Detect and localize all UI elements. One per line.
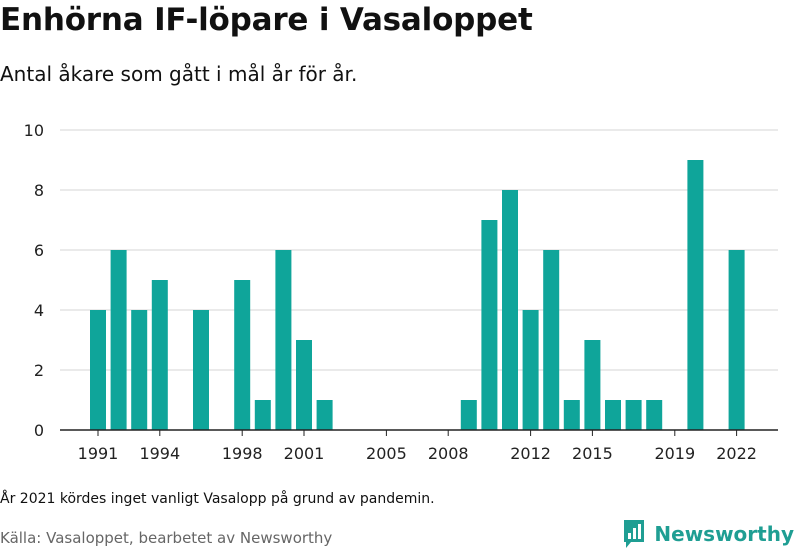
bar-2022 [728, 250, 745, 430]
x-tick-label: 2019 [654, 444, 695, 463]
bar-chart: 0 2 4 6 8 10 1991 1994 1998 2001 2005 2008 2012 2015… [24, 121, 778, 463]
grid-lines [60, 129, 778, 371]
bar-2017 [625, 400, 642, 430]
brand-logo: Newsworthy [622, 518, 794, 550]
bar-2013 [543, 250, 560, 430]
bars [90, 160, 745, 430]
bar-2016 [605, 400, 621, 430]
chart-title: Enhörna IF-löpare i Vasaloppet [0, 2, 533, 38]
chart-subtitle: Antal åkare som gått i mål år för år. [0, 62, 358, 86]
y-tick-label: 8 [34, 181, 44, 200]
x-tick-label: 2012 [510, 444, 551, 463]
footnote: År 2021 kördes inget vanligt Vasalopp på… [0, 491, 435, 507]
brand-name: Newsworthy [654, 522, 794, 546]
bar-1998 [234, 280, 251, 430]
y-tick-label: 4 [34, 301, 44, 320]
bar-2014 [563, 400, 580, 430]
x-tick-label: 2022 [716, 444, 757, 463]
bar-2001 [296, 340, 312, 430]
newsworthy-logo-icon [624, 520, 645, 548]
bar-2000 [275, 250, 292, 430]
y-axis-ticks: 0 2 4 6 8 10 [24, 121, 44, 440]
y-tick-label: 6 [34, 241, 44, 260]
y-tick-label: 2 [34, 361, 44, 380]
bar-2010 [481, 220, 498, 430]
x-tick-label: 2008 [428, 444, 469, 463]
bar-2020 [687, 160, 704, 430]
bar-2011 [502, 190, 518, 430]
x-axis: 1991 1994 1998 2001 2005 2008 2012 2015 2019 2022 [60, 429, 778, 463]
bar-1992 [110, 250, 127, 430]
x-tick-label: 2001 [284, 444, 325, 463]
x-tick-label: 1998 [222, 444, 263, 463]
bar-1994 [151, 280, 168, 430]
source-text: Källa: Vasaloppet, bearbetet av Newswort… [0, 529, 333, 547]
bar-2009 [460, 400, 477, 430]
bar-1999 [254, 400, 271, 430]
bar-2012 [522, 310, 539, 430]
bar-1996 [193, 310, 209, 430]
x-tick-label: 2005 [366, 444, 407, 463]
bar-2015 [584, 340, 601, 430]
bar-1991 [90, 310, 106, 430]
bar-2002 [316, 400, 333, 430]
bar-1993 [131, 310, 148, 430]
bar-2018 [646, 400, 663, 430]
x-tick-label: 2015 [572, 444, 613, 463]
x-tick-label: 1994 [139, 444, 180, 463]
y-tick-label: 0 [34, 421, 44, 440]
x-tick-label: 1991 [78, 444, 119, 463]
y-tick-label: 10 [24, 121, 44, 140]
